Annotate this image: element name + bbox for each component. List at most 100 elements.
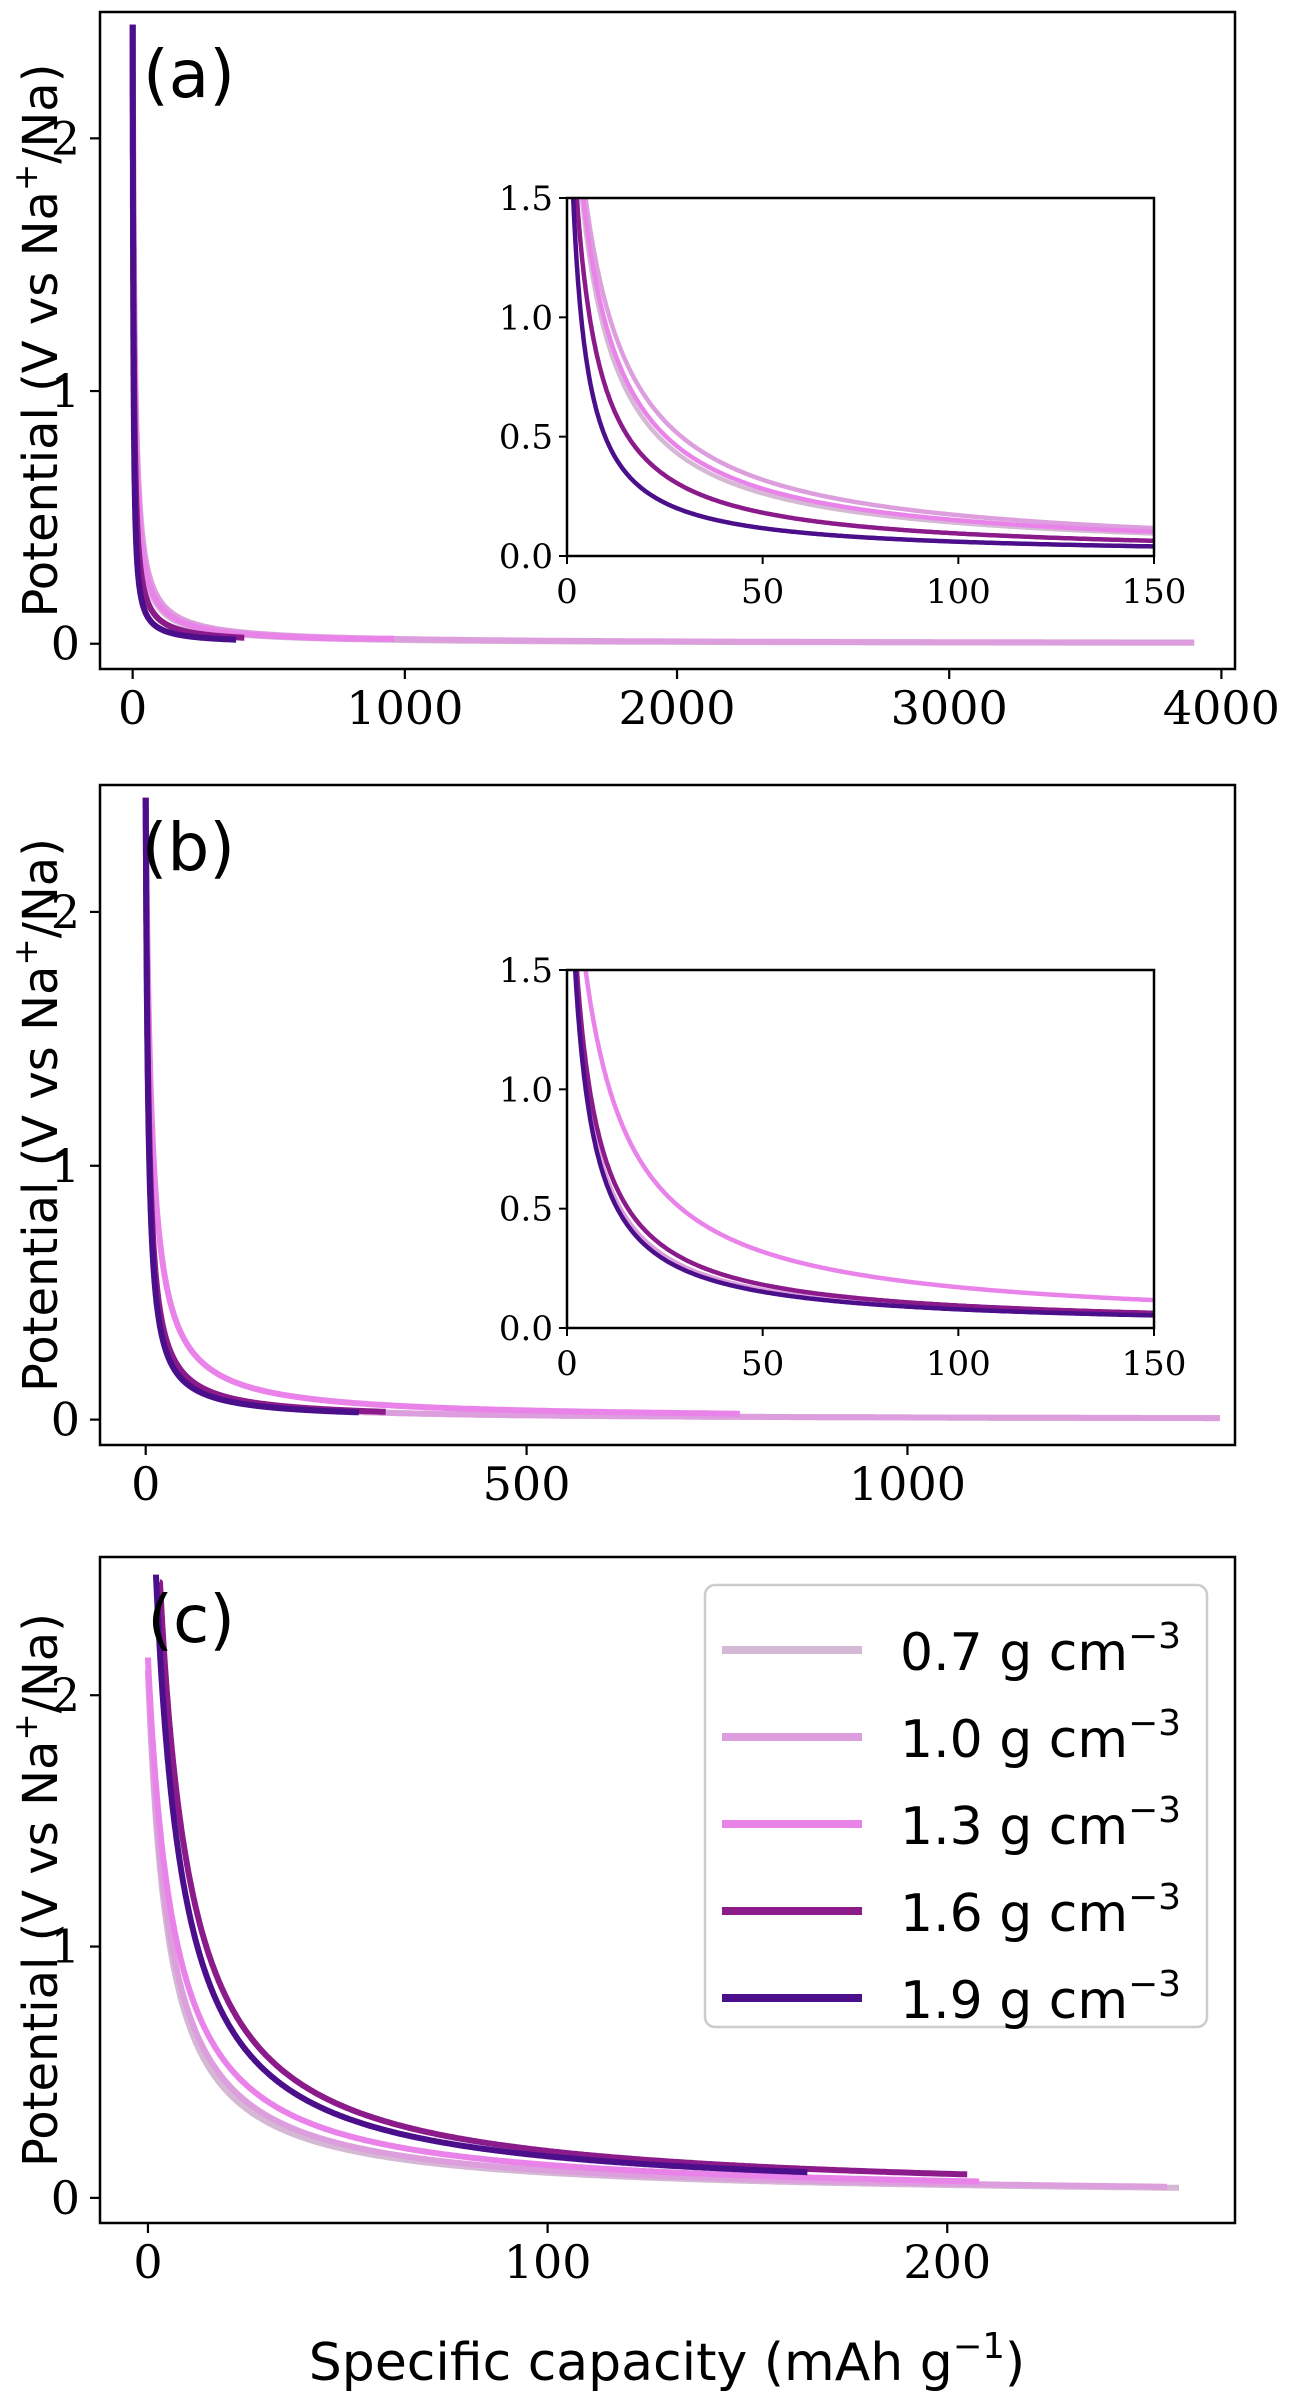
inset-x-tick-label: 0: [556, 572, 578, 612]
panel-label: (a): [143, 36, 235, 113]
legend-value: 1.9: [900, 1971, 983, 2031]
inset-frame: [565, 968, 1156, 1330]
inset-x-tick-label: 150: [1122, 1344, 1187, 1384]
plot-frame: [98, 783, 1237, 1447]
series-line-4: [153, 1571, 808, 2176]
x-tick-label: 500: [483, 1457, 571, 1511]
inset-frame: [565, 196, 1156, 558]
inset: 0 50 100 150 0.0 0.5 1.0 1.5: [499, 179, 1187, 612]
legend: 0.7 g cm−31.0 g cm−31.3 g cm−31.6 g cm−3…: [703, 1583, 1209, 2031]
legend-value: 1.0: [900, 1710, 983, 1770]
y-tick-label: 1: [51, 364, 80, 418]
inset-y-tick-label: 1.0: [499, 1070, 553, 1110]
inset-y-tick-label: 1.5: [499, 179, 553, 219]
x-axis-label-main: Specific capacity (mAh g: [309, 2333, 953, 2393]
y-tick-label: 0: [51, 2171, 80, 2225]
y-axis-label-tail: /Na): [13, 1613, 69, 1713]
inset-x-tick-label: 0: [556, 1344, 578, 1384]
y-tick-label: 2: [51, 111, 80, 165]
y-tick-label: 1: [51, 1920, 80, 1974]
legend-value: 0.7: [900, 1623, 983, 1683]
legend-value: 1.3: [900, 1797, 983, 1857]
plot-frame: [98, 1555, 1237, 2225]
legend-unit: g cm: [999, 1884, 1128, 1944]
x-tick-label: 0: [133, 2235, 162, 2289]
inset-x-tick-label: 150: [1122, 572, 1187, 612]
legend-label: 1.3 g cm−3: [900, 1790, 1181, 1857]
legend-space: [983, 1623, 1000, 1683]
x-tick-label: 4000: [1163, 681, 1280, 735]
inset-series-line-4: [570, 198, 1154, 549]
inset-y-tick-label: 0.0: [499, 1309, 553, 1349]
legend-unit: g cm: [999, 1971, 1128, 2031]
x-axis-label-tail: ): [1005, 2333, 1025, 2393]
y-axis-label-sup: +: [7, 164, 45, 191]
inset-background: [567, 970, 1154, 1328]
inset-series-line-2: [583, 970, 1154, 1303]
inset-y-tick-label: 1.0: [499, 298, 553, 338]
legend-unit-sup: −3: [1128, 1616, 1181, 1657]
panel-0: 0 1000 2000 3000 4000 0 1 2 (a) Potential (V vs N…: [7, 10, 1280, 735]
y-axis-label-main: Potential (V vs Na: [13, 966, 69, 1392]
panel-2: 0 100 200 0 1 2 (c) Potential (V vs Na+/Na): [7, 1555, 1237, 2289]
series-line-2: [129, 21, 396, 642]
legend-label: 0.7 g cm−3: [900, 1616, 1181, 1683]
y-tick-label: 0: [51, 1393, 80, 1447]
legend-space: [983, 1710, 1000, 1770]
y-axis-label: Potential (V vs Na+/Na): [7, 1613, 69, 2167]
inset-series-line-3: [574, 970, 1154, 1316]
legend-unit-sup: −3: [1128, 1703, 1181, 1744]
x-axis-label-sup: −1: [953, 2326, 1005, 2367]
inset-y-tick-label: 1.5: [499, 951, 553, 991]
inset-background: [567, 198, 1154, 556]
legend-unit: g cm: [999, 1797, 1128, 1857]
y-tick-label: 1: [51, 1139, 80, 1193]
x-tick-label: 3000: [891, 681, 1008, 735]
series-line-3: [156, 1579, 968, 2178]
series-line-2: [145, 1654, 980, 2185]
x-tick-label: 1000: [346, 681, 463, 735]
inset-x-tick-label: 50: [741, 1344, 784, 1384]
legend-label: 1.6 g cm−3: [900, 1877, 1181, 1944]
y-axis-label-sup: +: [7, 1713, 45, 1740]
inset-y-tick-label: 0.5: [499, 418, 553, 458]
y-tick-label: 2: [51, 1668, 80, 1722]
y-axis-label-main: Potential (V vs Na: [13, 191, 69, 617]
legend-unit: g cm: [999, 1623, 1128, 1683]
series-line-4: [129, 21, 239, 643]
legend-unit: g cm: [999, 1710, 1128, 1770]
x-tick-label: 0: [131, 1457, 160, 1511]
x-tick-label: 0: [118, 681, 147, 735]
inset-y-tick-label: 0.0: [499, 537, 553, 577]
legend-unit-sup: −3: [1128, 1964, 1181, 2005]
y-axis-label-sup: +: [7, 938, 45, 965]
series-line-3: [142, 795, 388, 1415]
legend-label: 1.9 g cm−3: [900, 1964, 1181, 2031]
y-axis-label-tail: /Na): [13, 838, 69, 938]
inset-series-line-4: [572, 970, 1154, 1318]
legend-space: [983, 1797, 1000, 1857]
legend-value: 1.6: [900, 1884, 983, 1944]
series-line-3: [129, 21, 247, 641]
plot-frame: [98, 10, 1237, 671]
inset-y-tick-label: 0.5: [499, 1190, 553, 1230]
inset-series-line-2: [580, 198, 1154, 534]
panel-label: (b): [142, 809, 235, 886]
legend-space: [983, 1971, 1000, 2031]
x-tick-label: 2000: [618, 681, 735, 735]
x-tick-label: 200: [903, 2235, 991, 2289]
legend-space: [983, 1884, 1000, 1944]
y-tick-label: 2: [51, 885, 80, 939]
x-tick-label: 1000: [849, 1457, 966, 1511]
x-tick-label: 100: [504, 2235, 592, 2289]
y-axis-label-main: Potential (V vs Na: [13, 1741, 69, 2167]
panel-label: (c): [147, 1581, 235, 1658]
legend-box: [703, 1583, 1209, 2029]
y-axis-label: Potential (V vs Na+/Na): [7, 838, 69, 1392]
inset: 0 50 100 150 0.0 0.5 1.0 1.5: [499, 951, 1187, 1384]
series-line-1: [145, 1667, 1168, 2190]
inset-series-line-3: [574, 198, 1154, 544]
legend-unit-sup: −3: [1128, 1790, 1181, 1831]
y-axis-label: Potential (V vs Na+/Na): [7, 64, 69, 618]
